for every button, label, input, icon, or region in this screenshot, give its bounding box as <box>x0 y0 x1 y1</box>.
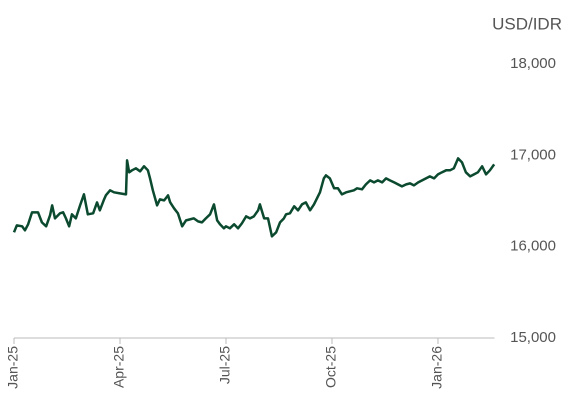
x-tick-label: Jan-25 <box>5 346 21 389</box>
x-tick-label: Apr-25 <box>111 346 127 388</box>
y-axis-label: USD/IDR <box>492 14 562 33</box>
y-tick-label: 16,000 <box>510 238 556 255</box>
y-tick-label: 17,000 <box>510 146 556 163</box>
y-tick-label: 15,000 <box>510 329 556 346</box>
x-tick-label: Jul-25 <box>217 346 233 384</box>
price-line <box>12 157 496 238</box>
x-tick-label: Jan-26 <box>429 346 445 389</box>
x-tick-label: Oct-25 <box>323 346 339 388</box>
y-tick-label: 18,000 <box>510 55 556 72</box>
